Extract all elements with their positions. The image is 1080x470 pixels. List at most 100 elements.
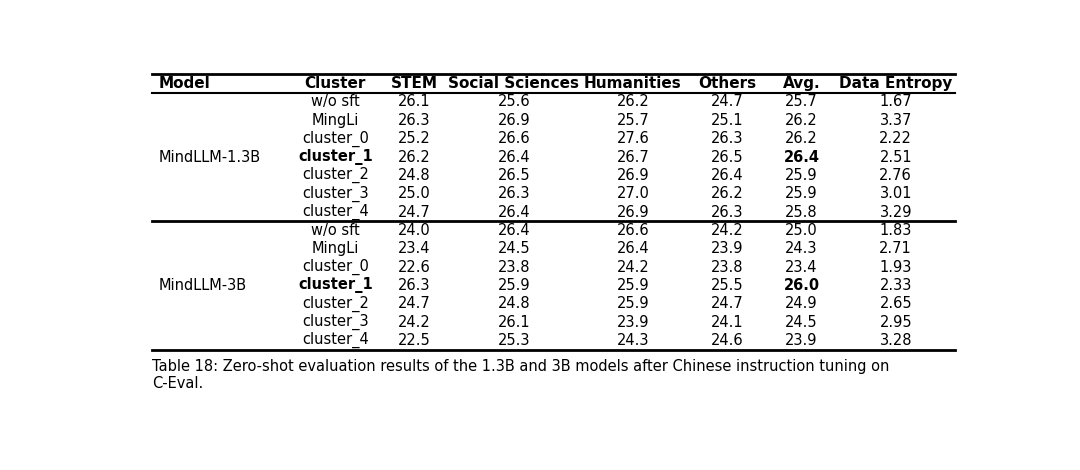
Text: 23.8: 23.8 xyxy=(711,259,743,274)
Text: 25.7: 25.7 xyxy=(617,113,649,128)
Text: 26.1: 26.1 xyxy=(498,314,530,329)
Text: 24.7: 24.7 xyxy=(711,296,743,311)
Text: 23.9: 23.9 xyxy=(785,333,818,348)
Text: 26.2: 26.2 xyxy=(785,113,818,128)
Text: 3.01: 3.01 xyxy=(879,186,912,201)
Text: cluster_1: cluster_1 xyxy=(298,277,373,293)
Text: cluster_0: cluster_0 xyxy=(301,259,368,275)
Text: 26.4: 26.4 xyxy=(617,241,649,256)
Text: 25.9: 25.9 xyxy=(498,278,530,293)
Text: MingLi: MingLi xyxy=(311,113,359,128)
Text: 25.5: 25.5 xyxy=(711,278,743,293)
Text: 23.9: 23.9 xyxy=(711,241,743,256)
Text: 24.1: 24.1 xyxy=(711,314,743,329)
Text: 26.4: 26.4 xyxy=(498,149,530,164)
Text: 26.4: 26.4 xyxy=(783,149,820,164)
Text: 26.4: 26.4 xyxy=(711,168,743,183)
Text: 24.9: 24.9 xyxy=(785,296,818,311)
Text: 23.8: 23.8 xyxy=(498,259,530,274)
Text: Avg.: Avg. xyxy=(783,76,821,91)
Text: 26.0: 26.0 xyxy=(783,278,820,293)
Text: 26.4: 26.4 xyxy=(498,223,530,238)
Text: 26.3: 26.3 xyxy=(711,131,743,146)
Text: cluster_1: cluster_1 xyxy=(298,149,373,165)
Text: STEM: STEM xyxy=(391,76,438,91)
Text: 24.6: 24.6 xyxy=(711,333,743,348)
Text: 24.3: 24.3 xyxy=(617,333,649,348)
Text: 23.4: 23.4 xyxy=(785,259,818,274)
Text: 25.0: 25.0 xyxy=(785,223,818,238)
Text: 2.95: 2.95 xyxy=(879,314,912,329)
Text: 24.2: 24.2 xyxy=(711,223,743,238)
Text: 3.29: 3.29 xyxy=(879,204,912,219)
Text: 3.37: 3.37 xyxy=(879,113,912,128)
Text: 25.7: 25.7 xyxy=(785,94,818,110)
Text: Data Entropy: Data Entropy xyxy=(839,76,953,91)
Text: Others: Others xyxy=(698,76,756,91)
Text: 25.8: 25.8 xyxy=(785,204,818,219)
Text: cluster_3: cluster_3 xyxy=(302,314,368,330)
Text: 26.2: 26.2 xyxy=(617,94,649,110)
Text: 25.0: 25.0 xyxy=(399,186,431,201)
Text: 24.2: 24.2 xyxy=(617,259,649,274)
Text: 26.6: 26.6 xyxy=(498,131,530,146)
Text: 25.9: 25.9 xyxy=(617,278,649,293)
Text: cluster_2: cluster_2 xyxy=(301,296,368,312)
Text: 26.3: 26.3 xyxy=(498,186,530,201)
Text: MindLLM-3B: MindLLM-3B xyxy=(159,278,246,293)
Text: 22.5: 22.5 xyxy=(399,333,431,348)
Text: cluster_2: cluster_2 xyxy=(301,167,368,183)
Text: 1.93: 1.93 xyxy=(879,259,912,274)
Text: 26.7: 26.7 xyxy=(617,149,649,164)
Text: 24.5: 24.5 xyxy=(785,314,818,329)
Text: 27.6: 27.6 xyxy=(617,131,649,146)
Text: 25.9: 25.9 xyxy=(617,296,649,311)
Text: 26.9: 26.9 xyxy=(617,204,649,219)
Text: Model: Model xyxy=(159,76,211,91)
Text: 22.6: 22.6 xyxy=(399,259,431,274)
Text: 24.7: 24.7 xyxy=(399,296,431,311)
Text: 2.65: 2.65 xyxy=(879,296,912,311)
Text: 23.9: 23.9 xyxy=(617,314,649,329)
Text: 26.4: 26.4 xyxy=(498,204,530,219)
Text: 2.71: 2.71 xyxy=(879,241,913,256)
Text: 25.2: 25.2 xyxy=(399,131,431,146)
Text: 26.2: 26.2 xyxy=(399,149,431,164)
Text: 24.8: 24.8 xyxy=(498,296,530,311)
Text: MindLLM-1.3B: MindLLM-1.3B xyxy=(159,149,260,164)
Text: 24.5: 24.5 xyxy=(498,241,530,256)
Text: 3.28: 3.28 xyxy=(879,333,912,348)
Text: 2.76: 2.76 xyxy=(879,168,913,183)
Text: 2.22: 2.22 xyxy=(879,131,913,146)
Text: 26.3: 26.3 xyxy=(711,204,743,219)
Text: Humanities: Humanities xyxy=(584,76,681,91)
Text: cluster_3: cluster_3 xyxy=(302,186,368,202)
Text: 26.9: 26.9 xyxy=(617,168,649,183)
Text: 25.1: 25.1 xyxy=(711,113,743,128)
Text: 26.3: 26.3 xyxy=(399,278,431,293)
Text: 26.2: 26.2 xyxy=(711,186,743,201)
Text: 24.7: 24.7 xyxy=(711,94,743,110)
Text: w/o sft: w/o sft xyxy=(311,94,360,110)
Text: 2.33: 2.33 xyxy=(879,278,912,293)
Text: 25.6: 25.6 xyxy=(498,94,530,110)
Text: cluster_4: cluster_4 xyxy=(302,332,368,348)
Text: 24.8: 24.8 xyxy=(399,168,431,183)
Text: 26.3: 26.3 xyxy=(399,113,431,128)
Text: 24.7: 24.7 xyxy=(399,204,431,219)
Text: 26.5: 26.5 xyxy=(498,168,530,183)
Text: 1.83: 1.83 xyxy=(879,223,912,238)
Text: 25.3: 25.3 xyxy=(498,333,530,348)
Text: 24.2: 24.2 xyxy=(399,314,431,329)
Text: 26.5: 26.5 xyxy=(711,149,743,164)
Text: cluster_4: cluster_4 xyxy=(302,204,368,220)
Text: 24.3: 24.3 xyxy=(785,241,818,256)
Text: MingLi: MingLi xyxy=(311,241,359,256)
Text: 23.4: 23.4 xyxy=(399,241,431,256)
Text: 25.9: 25.9 xyxy=(785,186,818,201)
Text: 26.6: 26.6 xyxy=(617,223,649,238)
Text: 24.0: 24.0 xyxy=(399,223,431,238)
Text: 1.67: 1.67 xyxy=(879,94,912,110)
Text: 26.1: 26.1 xyxy=(399,94,431,110)
Text: 2.51: 2.51 xyxy=(879,149,912,164)
